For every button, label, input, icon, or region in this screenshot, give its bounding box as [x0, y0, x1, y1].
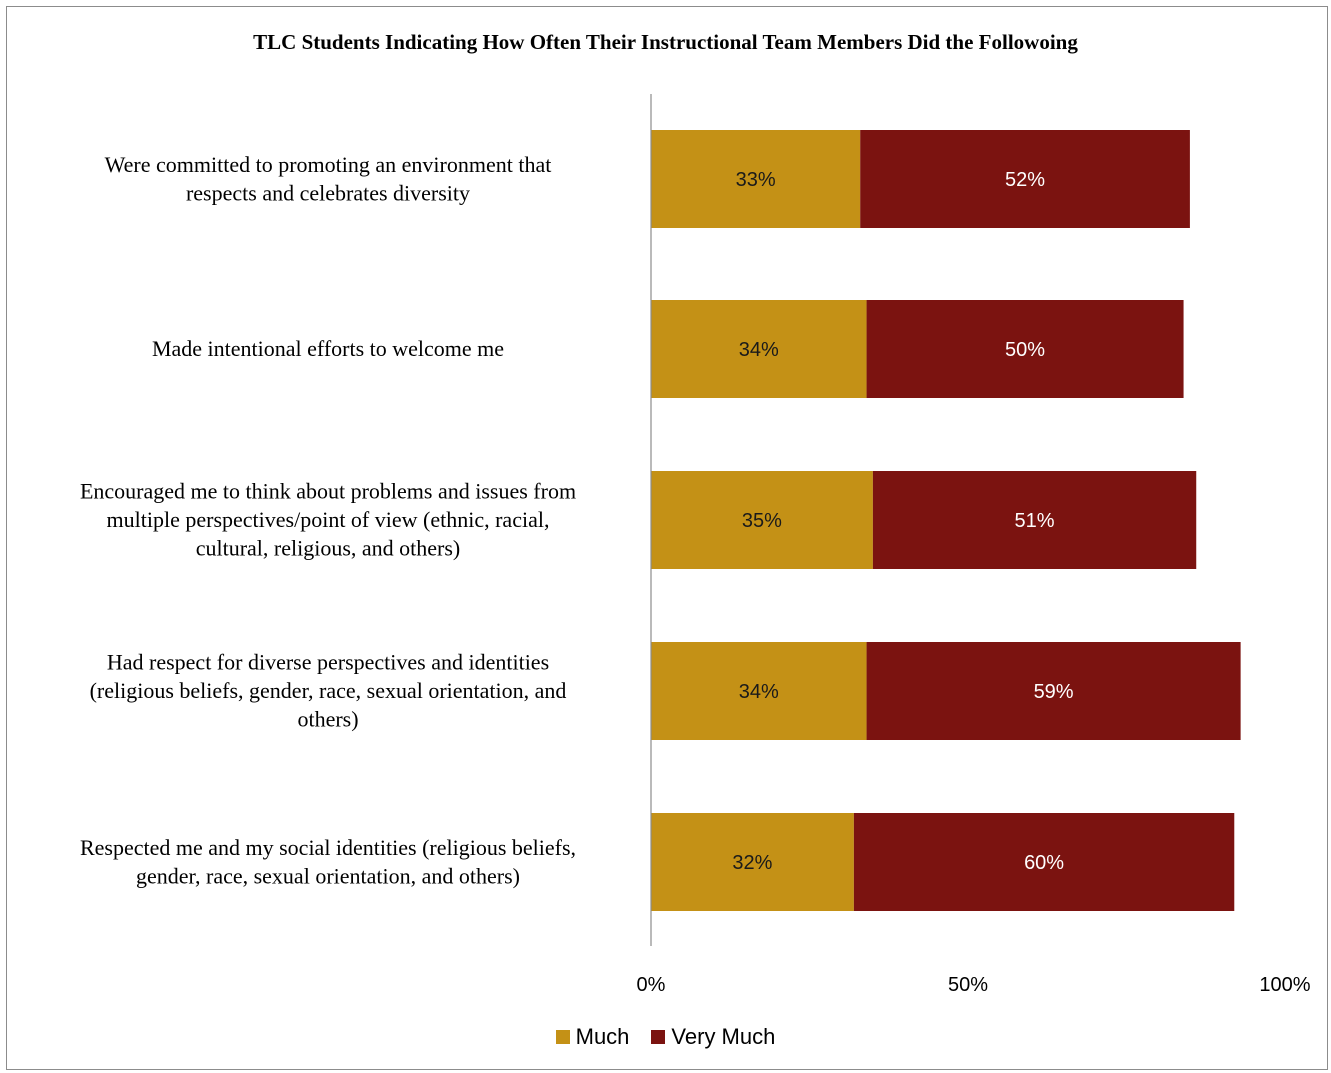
- bar-very-much-5: [853, 813, 1235, 911]
- bar-much-1: [651, 130, 861, 228]
- bar-much-3: [651, 471, 873, 569]
- data-label-very-much-1: 52%: [1005, 169, 1045, 191]
- data-label-much-2: 34%: [739, 339, 779, 361]
- category-label-4: Had respect for diverse perspectives and…: [90, 650, 567, 732]
- bar-very-much-4: [866, 642, 1241, 740]
- legend: Much Very Much: [0, 1024, 1331, 1050]
- data-label-much-4: 34%: [739, 681, 779, 703]
- data-label-much-3: 35%: [742, 510, 782, 532]
- category-label-1: Were committed to promoting an environme…: [105, 152, 552, 206]
- category-label-3: Encouraged me to think about problems an…: [80, 479, 576, 561]
- x-tick-label-3: 100%: [1259, 974, 1310, 996]
- data-label-very-much-2: 50%: [1005, 339, 1045, 361]
- legend-item-very-much: Very Much: [651, 1024, 775, 1050]
- chart-title: TLC Students Indicating How Often Their …: [253, 30, 1078, 54]
- bar-much-4: [651, 642, 867, 740]
- bar-very-much-2: [866, 300, 1184, 398]
- bar-very-much-3: [872, 471, 1197, 569]
- legend-item-much: Much: [555, 1024, 630, 1050]
- bar-much-5: [651, 813, 854, 911]
- x-tick-label-2: 50%: [948, 974, 988, 996]
- bar-much-2: [651, 300, 867, 398]
- legend-label: Much: [575, 1024, 630, 1049]
- bar-very-much-1: [860, 130, 1190, 228]
- x-tick-label-1: 0%: [637, 974, 666, 996]
- category-label-5: Respected me and my social identities (r…: [80, 835, 576, 889]
- legend-swatch: [651, 1030, 666, 1044]
- data-label-very-much-3: 51%: [1015, 510, 1055, 532]
- data-label-very-much-5: 60%: [1024, 852, 1064, 874]
- legend-label: Very Much: [671, 1024, 776, 1049]
- legend-swatch: [555, 1030, 570, 1044]
- data-label-much-5: 32%: [732, 852, 772, 874]
- category-label-2: Made intentional efforts to welcome me: [152, 336, 504, 361]
- data-label-very-much-4: 59%: [1034, 681, 1074, 703]
- data-label-much-1: 33%: [736, 169, 776, 191]
